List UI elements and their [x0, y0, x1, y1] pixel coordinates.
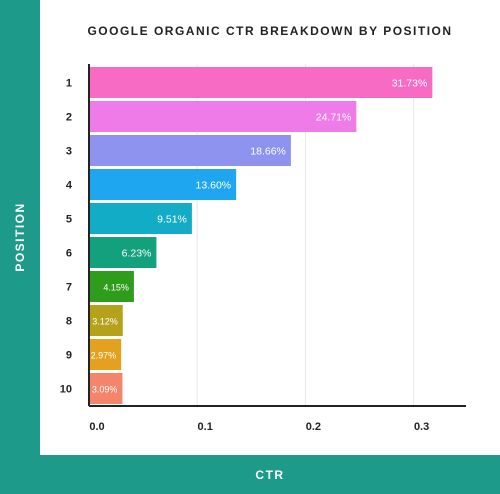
bar-value-label: 9.51% [157, 214, 187, 226]
y-tick-label: 10 [60, 384, 72, 396]
y-tick-label: 6 [66, 248, 72, 260]
bar-value-label: 3.12% [92, 317, 118, 327]
x-tick-label: 0.0 [89, 421, 104, 433]
y-tick-label: 9 [66, 350, 72, 362]
x-tick-label: 0.1 [198, 421, 213, 433]
bar-position-6 [89, 237, 157, 268]
y-tick-label: 2 [66, 112, 72, 124]
bar-position-7 [89, 271, 134, 302]
bar-position-5 [89, 203, 192, 234]
y-axis-band: POSITION [0, 0, 40, 494]
x-tick-label: 0.3 [414, 421, 429, 433]
y-tick-label: 8 [66, 316, 72, 328]
y-tick-label: 4 [66, 180, 73, 192]
y-tick-label: 1 [66, 78, 72, 90]
bar-position-8 [89, 305, 123, 336]
bar-value-label: 31.73% [392, 78, 428, 90]
bar-position-3 [89, 135, 291, 166]
bar-position-9 [89, 339, 122, 370]
y-tick-label: 5 [66, 214, 72, 226]
bar-value-label: 6.23% [122, 248, 152, 260]
y-tick-label: 7 [66, 282, 72, 294]
bar-value-label: 18.66% [250, 146, 286, 158]
bar-position-2 [89, 101, 357, 132]
bar-value-label: 13.60% [196, 180, 232, 192]
bar-position-10 [89, 373, 123, 404]
bar-position-1 [89, 67, 433, 98]
bar-value-label: 3.09% [92, 385, 118, 395]
chart-title: GOOGLE ORGANIC CTR BREAKDOWN BY POSITION [87, 24, 453, 38]
bar-value-label: 24.71% [316, 112, 352, 124]
x-axis-title: CTR [255, 467, 285, 482]
bar-position-4 [89, 169, 237, 200]
x-tick-label: 0.2 [306, 421, 321, 433]
bar-value-label: 2.97% [91, 351, 117, 361]
bar-value-label: 4.15% [103, 283, 129, 293]
y-tick-label: 3 [66, 146, 72, 158]
x-axis-band: CTR [40, 455, 500, 494]
